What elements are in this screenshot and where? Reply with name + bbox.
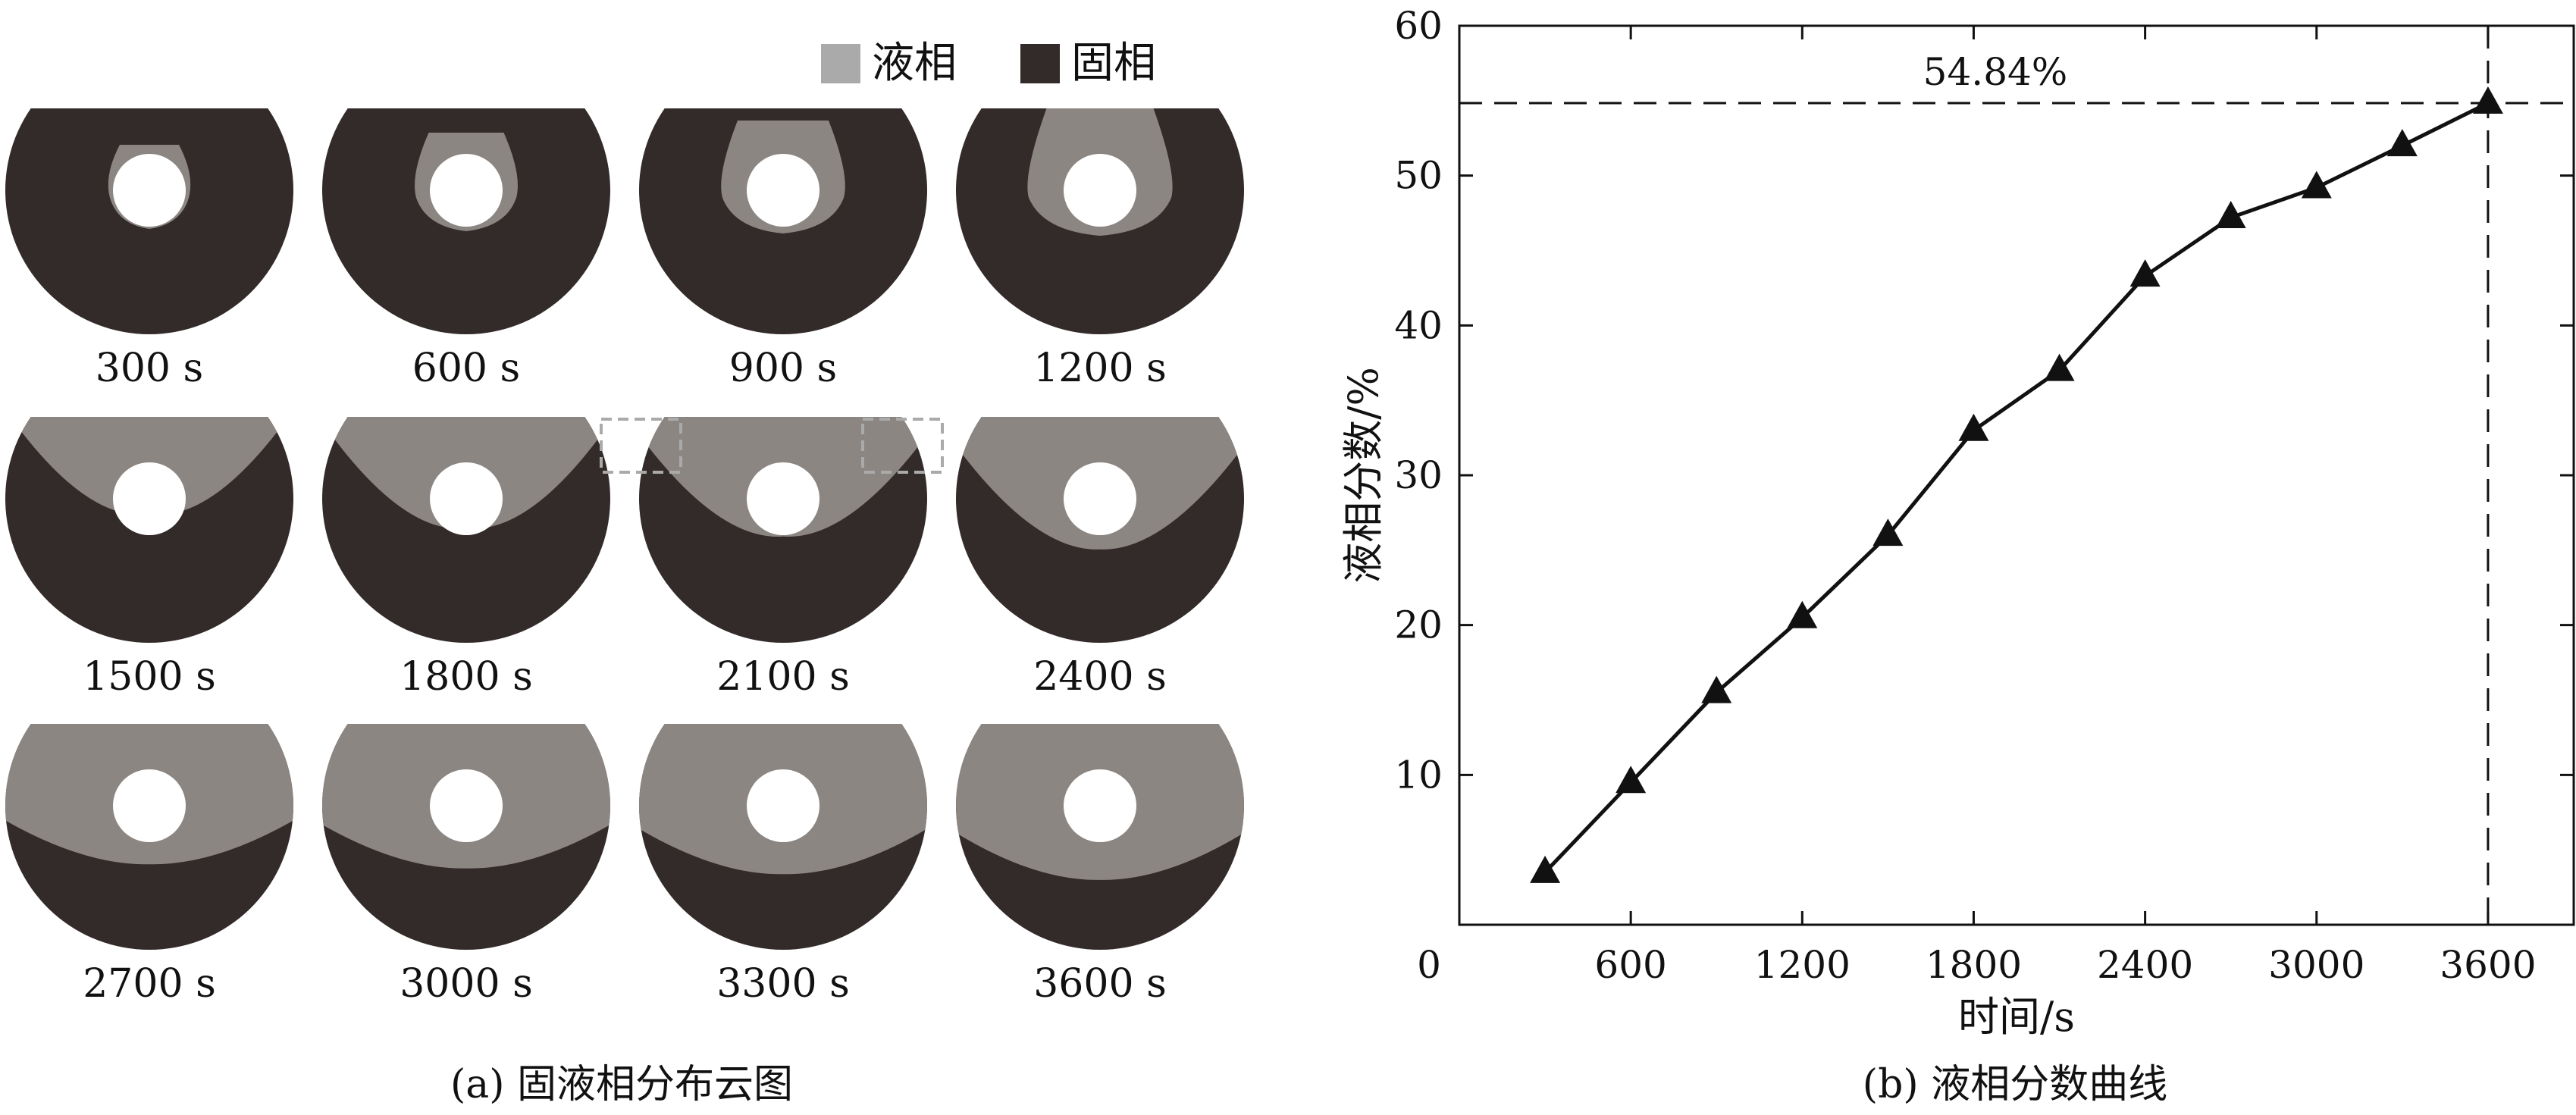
heating-tube xyxy=(747,462,819,535)
y-tick-label: 20 xyxy=(1394,603,1443,647)
x-tick-label: 0 xyxy=(1417,943,1441,987)
data-point-marker xyxy=(1530,855,1561,883)
contour-frame: 2400 s xyxy=(956,417,1245,700)
contour-frame: 600 s xyxy=(322,108,611,391)
y-tick-label: 10 xyxy=(1394,753,1443,797)
legend-swatch-liquid xyxy=(821,44,860,83)
heating-tube xyxy=(113,154,186,227)
annotation-label: 54.84% xyxy=(1923,50,2068,94)
contour-frame: 3600 s xyxy=(956,724,1245,1007)
series-line xyxy=(1543,101,2490,874)
data-point-marker xyxy=(2386,129,2418,157)
x-tick-label: 3000 xyxy=(2268,943,2364,987)
data-point-marker xyxy=(2044,353,2075,381)
contour-frame: 1200 s xyxy=(956,108,1245,391)
frame-time-label: 3300 s xyxy=(716,961,850,1007)
contour-frame: 3300 s xyxy=(639,724,927,1007)
legend-label-liquid: 液相 xyxy=(872,39,957,88)
contour-frame: 3000 s xyxy=(322,724,611,1007)
heating-tube xyxy=(747,769,819,842)
frame-time-label: 3600 s xyxy=(1033,961,1167,1007)
frame-time-label: 1800 s xyxy=(400,654,533,700)
data-point-marker xyxy=(1787,600,1818,628)
x-tick-label: 1200 xyxy=(1754,943,1851,987)
frame-time-label: 600 s xyxy=(412,346,520,391)
y-tick-label: 50 xyxy=(1394,154,1443,198)
heating-tube xyxy=(430,462,503,535)
frame-time-label: 900 s xyxy=(729,346,837,391)
panel-a-caption: (a) 固液相分布云图 xyxy=(450,1062,793,1107)
heating-tube xyxy=(1064,462,1136,535)
data-point-marker xyxy=(2472,86,2503,114)
heating-tube xyxy=(747,154,819,227)
y-tick-label: 40 xyxy=(1394,303,1443,347)
series-group xyxy=(1530,86,2503,883)
contour-frame: 2700 s xyxy=(5,724,294,1007)
highlight-box xyxy=(600,418,682,474)
contour-frame: 900 s xyxy=(639,108,927,391)
y-tick-label: 30 xyxy=(1394,453,1443,497)
heating-tube xyxy=(1064,154,1136,227)
x-axis-label: 时间/s xyxy=(1958,993,2075,1041)
y-tick-label: 60 xyxy=(1394,4,1443,48)
frame-time-label: 2400 s xyxy=(1033,654,1167,700)
frame-time-label: 1500 s xyxy=(83,654,216,700)
contour-frame: 1800 s xyxy=(322,417,611,700)
data-point-marker xyxy=(1872,518,1904,547)
y-axis-label: 液相分数/% xyxy=(1340,367,1387,584)
x-tick-label: 600 xyxy=(1594,943,1666,987)
frame-time-label: 1200 s xyxy=(1033,346,1167,391)
legend: 液相 固相 xyxy=(821,39,1156,88)
frame-time-label: 2100 s xyxy=(716,654,850,700)
data-point-marker xyxy=(2215,201,2246,229)
data-point-marker xyxy=(2129,259,2161,287)
frame-time-label: 3000 s xyxy=(400,961,533,1007)
heating-tube xyxy=(430,154,503,227)
legend-label-solid: 固相 xyxy=(1071,39,1156,88)
data-point-marker xyxy=(1701,675,1732,703)
x-tick-label: 3600 xyxy=(2440,943,2536,987)
data-point-marker xyxy=(1615,766,1647,794)
highlight-box xyxy=(861,418,944,474)
contour-frame: 1500 s xyxy=(5,417,294,700)
panel-a-contours: 300 s 600 s 900 s 1200 s 1500 s 1800 s 2100 s 2… xyxy=(5,108,1245,1007)
heating-tube xyxy=(113,462,186,535)
heating-tube xyxy=(113,769,186,842)
frame-time-label: 300 s xyxy=(96,346,203,391)
contour-frame: 2100 s xyxy=(639,417,927,700)
x-tick-label: 2400 xyxy=(2097,943,2193,987)
data-point-marker xyxy=(2301,171,2332,199)
reference-lines xyxy=(1459,26,2574,925)
x-tick-label: 1800 xyxy=(1926,943,2022,987)
contour-frame: 300 s xyxy=(5,108,294,391)
heating-tube xyxy=(430,769,503,842)
heating-tube xyxy=(1064,769,1136,842)
liquid-fraction-chart: 0 600 1200 1800 2400 3000 3600 10 20 30 40 50 60 54.… xyxy=(1340,4,2575,1041)
frame-time-label: 2700 s xyxy=(83,961,216,1007)
legend-swatch-solid xyxy=(1020,44,1060,83)
axis-ticks: 0 600 1200 1800 2400 3000 3600 10 20 30 40 50 60 xyxy=(1394,4,2574,987)
panel-b-caption: (b) 液相分数曲线 xyxy=(1863,1062,2167,1107)
data-point-marker xyxy=(1958,413,1989,441)
